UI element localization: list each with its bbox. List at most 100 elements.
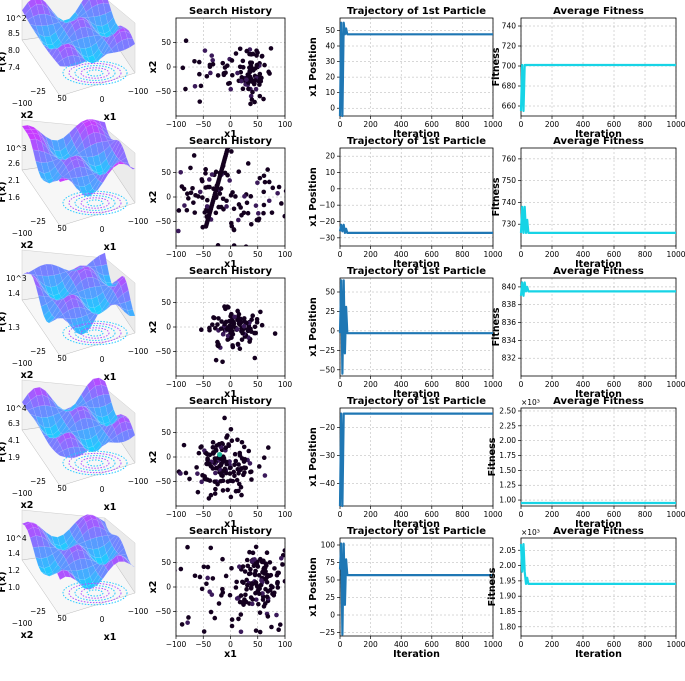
scatter-point <box>220 586 225 592</box>
scatter-point <box>231 227 237 232</box>
y-tick-label: 1.95 <box>499 576 516 585</box>
scatter-point <box>218 186 224 191</box>
scatter-point <box>213 357 219 363</box>
x-tick-label: 0 <box>338 120 343 129</box>
scatter-point <box>243 638 248 643</box>
scatter-chart: −100 −50 0 50 100 −50 0 50 Search History x1 x2 <box>148 266 292 400</box>
scatter-point <box>280 562 285 567</box>
scatter-point <box>191 200 196 205</box>
plot-frame <box>520 407 677 507</box>
x-tick-label: 0 <box>228 510 233 519</box>
scatter-point <box>296 585 301 590</box>
z-tick-label: 2.1 <box>8 176 20 185</box>
scatter-point <box>185 191 190 196</box>
series-line <box>519 543 676 585</box>
scatter-point <box>233 194 238 199</box>
scatter-point <box>192 58 197 64</box>
scatter-point <box>233 51 239 56</box>
z-multiplier: 10^3 <box>6 144 27 153</box>
scatter-point <box>201 629 207 634</box>
scatter-point <box>227 459 232 464</box>
y-tick-label: −20 <box>319 423 335 432</box>
scatter-point <box>239 492 244 498</box>
scatter-point <box>260 597 266 602</box>
scatter-point <box>188 190 194 196</box>
scatter-point <box>244 587 249 592</box>
x-tick-label: 400 <box>576 640 591 649</box>
scatter-point <box>225 433 230 438</box>
scatter-point <box>207 177 212 182</box>
y-axis-label: Fitness <box>491 177 502 216</box>
scatter-point <box>227 178 232 183</box>
y-tick-label: −50 <box>155 217 171 226</box>
chart-title: Trajectory of 1st Particle <box>347 396 486 407</box>
scatter-point <box>207 589 212 594</box>
y-axis-label: x2 <box>148 581 159 594</box>
scatter-point <box>182 203 187 208</box>
floor-contour <box>62 190 128 216</box>
scatter-point <box>245 563 251 569</box>
scatter-point <box>232 473 237 479</box>
y-tick-label: 0 <box>166 583 171 592</box>
scatter-point <box>231 243 237 246</box>
scatter-point <box>248 571 253 576</box>
x-tick-label: 800 <box>638 120 653 129</box>
y-tick-label: 75 <box>325 558 335 567</box>
z-tick-label: 1.4 <box>8 289 20 298</box>
x-tick-label: 600 <box>607 640 622 649</box>
scatter-point <box>238 205 243 210</box>
scatter-point <box>223 459 229 465</box>
scatter-points <box>176 415 271 501</box>
floor-contour <box>74 65 116 81</box>
scatter-point <box>220 359 225 365</box>
scatter-point <box>203 185 208 190</box>
series-line <box>338 542 493 636</box>
plot-frame <box>175 407 286 507</box>
x-axis-label: Iteration <box>393 649 440 660</box>
x-axis-label: x1 <box>224 519 237 530</box>
scatter-point <box>254 62 260 68</box>
x-tick-label: −100 <box>166 250 187 259</box>
scatter-point <box>190 185 195 191</box>
x-tick-label: 800 <box>638 250 653 259</box>
scatter-point <box>236 616 241 622</box>
y-axis-label: x2 <box>21 110 34 121</box>
z-axis-label: F(x) <box>0 181 8 202</box>
scatter-point <box>248 93 254 99</box>
scatter-point <box>259 559 265 565</box>
scatter-point <box>256 572 262 578</box>
x-tick-label: 50 <box>253 120 263 129</box>
scatter-point <box>276 184 282 190</box>
chart-title: Average Fitness <box>553 526 644 537</box>
y-tick-label: 1.85 <box>499 607 516 616</box>
floor-contour <box>86 329 104 337</box>
scatter-point <box>229 331 234 336</box>
scatter-point <box>224 204 229 209</box>
scatter-point <box>218 463 224 468</box>
floor-contour <box>74 325 116 341</box>
scatter-point <box>236 311 242 317</box>
scatter-point <box>183 470 189 476</box>
x-tick-label: 0 <box>100 615 105 624</box>
y-tick-label: 50 <box>161 428 171 437</box>
x-tick-label: 800 <box>455 380 470 389</box>
chart-title: Trajectory of 1st Particle <box>347 266 486 277</box>
plot-frame <box>339 407 494 507</box>
scatter-point <box>210 57 216 63</box>
scatter-point <box>196 450 202 456</box>
scatter-point <box>275 570 281 576</box>
scatter-point <box>227 592 233 598</box>
x-tick-label: 50 <box>253 510 263 519</box>
x-tick-label: 200 <box>545 510 560 519</box>
scatter-point <box>248 469 254 474</box>
scatter-point <box>204 451 209 456</box>
scatter-point <box>219 593 224 598</box>
x-tick-label: −100 <box>128 217 149 226</box>
scatter-point <box>256 217 261 223</box>
scatter-point <box>277 622 283 627</box>
scatter-point <box>213 470 218 476</box>
y-tick-label: 680 <box>502 82 517 91</box>
scatter-point <box>229 335 234 340</box>
x-tick-label: 50 <box>253 640 263 649</box>
scatter-point <box>269 210 275 215</box>
